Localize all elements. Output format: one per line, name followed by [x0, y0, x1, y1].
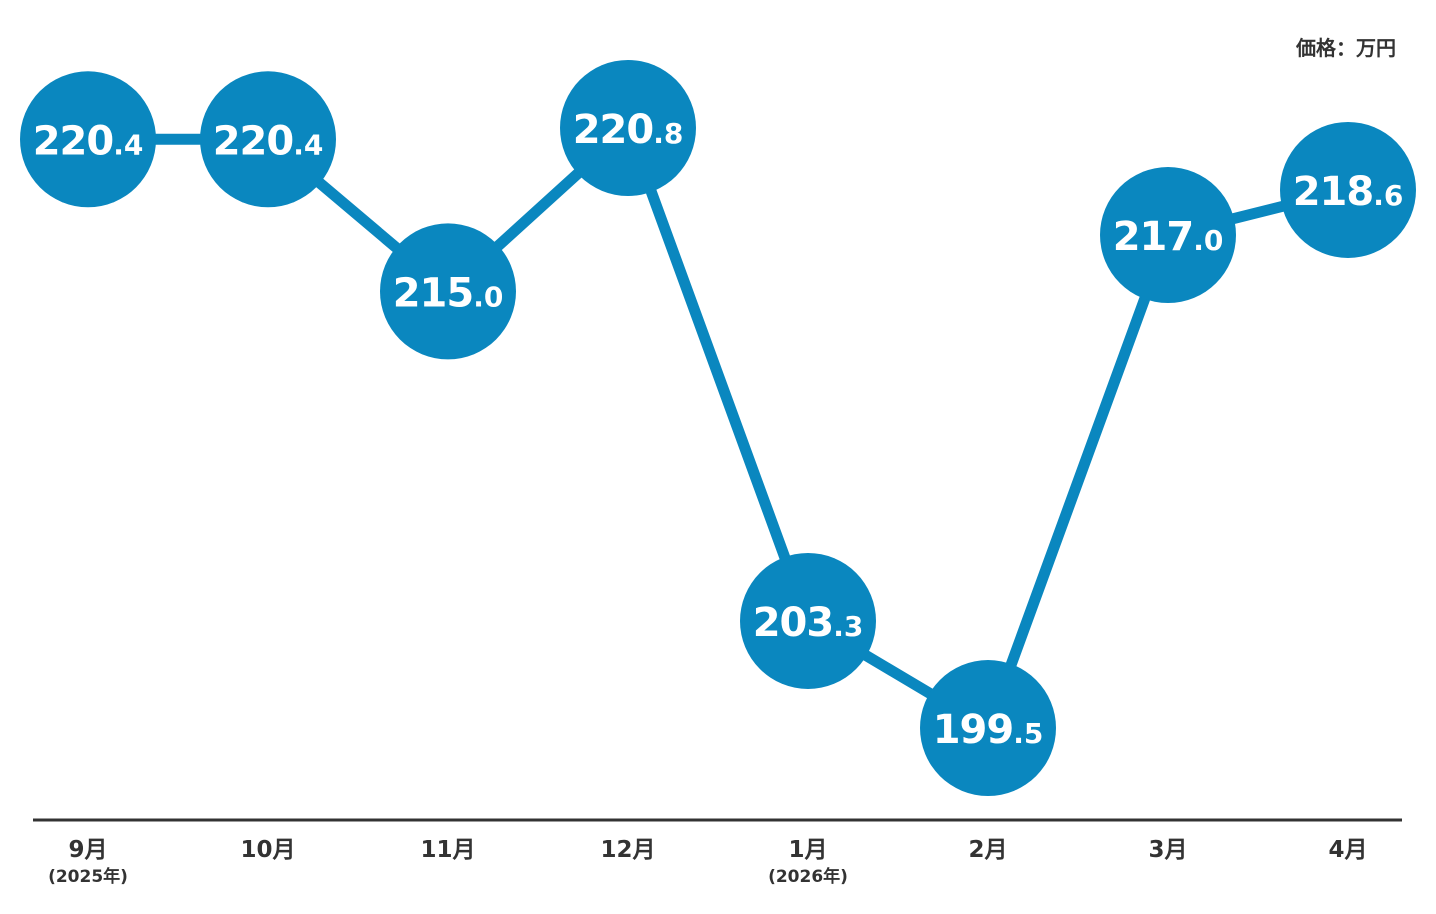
- data-point: 217.0: [1100, 167, 1236, 304]
- data-label: 218.6: [1293, 169, 1404, 215]
- data-point-marker: [1100, 167, 1236, 304]
- data-point: 220.8: [560, 60, 696, 196]
- x-tick-sublabel: (2025年): [48, 866, 128, 887]
- data-point: 215.0: [380, 223, 516, 360]
- x-tick-label: 11月: [420, 837, 475, 863]
- data-point: 218.6: [1280, 121, 1416, 258]
- x-tick-label: 4月: [1328, 837, 1367, 863]
- data-point-marker: [740, 552, 876, 689]
- data-label: 220.4: [33, 118, 144, 164]
- data-point-marker: [920, 660, 1056, 797]
- data-point: 220.4: [20, 71, 156, 208]
- x-tick-label: 10月: [240, 837, 295, 863]
- x-tick-label: 12月: [600, 837, 655, 863]
- data-point-marker: [560, 60, 696, 196]
- data-label: 220.4: [213, 118, 324, 164]
- x-tick-label: 1月: [788, 837, 827, 863]
- data-point: 203.3: [740, 552, 876, 689]
- x-tick-label: 3月: [1148, 837, 1187, 863]
- data-label: 217.0: [1113, 214, 1224, 260]
- data-point: 220.4: [200, 71, 336, 208]
- x-tick-label: 2月: [968, 837, 1007, 863]
- x-tick-sublabel: (2026年): [768, 866, 848, 887]
- data-point-marker: [20, 71, 156, 208]
- data-point: 199.5: [920, 660, 1056, 797]
- data-point-marker: [380, 223, 516, 360]
- data-label: 199.5: [933, 707, 1044, 753]
- data-label: 220.8: [573, 107, 684, 153]
- data-point-marker: [200, 71, 336, 208]
- data-label: 203.3: [753, 600, 864, 646]
- x-tick-label: 9月: [68, 837, 107, 863]
- unit-label: 価格：万円: [1296, 36, 1396, 60]
- data-label: 215.0: [393, 270, 504, 316]
- data-point-marker: [1280, 121, 1416, 258]
